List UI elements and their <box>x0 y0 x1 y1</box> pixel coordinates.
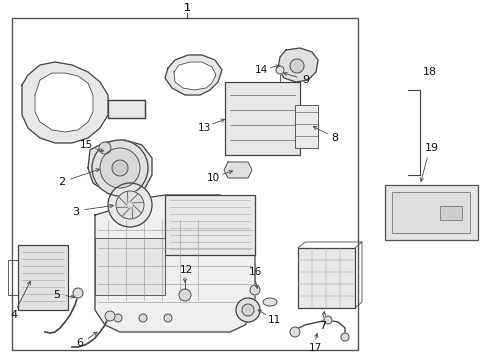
Text: 3: 3 <box>72 207 80 217</box>
Polygon shape <box>22 62 108 143</box>
Circle shape <box>324 316 331 324</box>
Text: 8: 8 <box>331 133 338 143</box>
Polygon shape <box>278 48 317 82</box>
Bar <box>164 195 254 255</box>
Bar <box>439 206 461 220</box>
Text: 6: 6 <box>76 338 83 348</box>
Text: 12: 12 <box>179 265 192 275</box>
Circle shape <box>73 288 83 298</box>
Text: 13: 13 <box>197 123 210 133</box>
Circle shape <box>275 66 284 74</box>
Circle shape <box>139 314 147 322</box>
Text: 2: 2 <box>59 177 65 187</box>
Text: 10: 10 <box>206 173 219 183</box>
Circle shape <box>236 298 260 322</box>
Polygon shape <box>35 73 93 132</box>
Ellipse shape <box>263 298 276 306</box>
Polygon shape <box>224 162 251 178</box>
Circle shape <box>100 148 140 188</box>
Bar <box>12 18 357 350</box>
Text: 1: 1 <box>183 3 190 13</box>
Bar <box>95 238 164 295</box>
Text: 4: 4 <box>10 310 18 320</box>
Circle shape <box>289 327 299 337</box>
Polygon shape <box>108 100 145 118</box>
Circle shape <box>99 142 111 154</box>
Circle shape <box>163 314 172 322</box>
Text: 7: 7 <box>319 321 326 331</box>
Bar <box>384 185 477 240</box>
Polygon shape <box>174 62 216 90</box>
Text: 17: 17 <box>308 343 321 353</box>
Circle shape <box>108 183 152 227</box>
Text: 1: 1 <box>183 3 190 13</box>
Text: 11: 11 <box>267 315 280 325</box>
Bar <box>18 245 68 310</box>
Bar <box>294 105 317 148</box>
Circle shape <box>114 314 122 322</box>
Text: 5: 5 <box>53 290 61 300</box>
Circle shape <box>92 140 148 196</box>
Polygon shape <box>95 195 254 332</box>
Circle shape <box>116 191 143 219</box>
Text: 19: 19 <box>424 143 438 153</box>
Bar <box>391 192 469 233</box>
Text: 15: 15 <box>79 140 92 150</box>
Circle shape <box>179 289 191 301</box>
Circle shape <box>289 59 304 73</box>
Polygon shape <box>164 55 222 95</box>
Circle shape <box>249 285 260 295</box>
Text: 14: 14 <box>254 65 267 75</box>
Text: 18: 18 <box>422 67 436 77</box>
Polygon shape <box>88 140 152 195</box>
Circle shape <box>105 311 115 321</box>
Bar <box>297 248 354 308</box>
Text: 9: 9 <box>302 75 309 85</box>
Circle shape <box>112 160 128 176</box>
Circle shape <box>340 333 348 341</box>
Bar <box>224 82 299 155</box>
Text: 16: 16 <box>248 267 261 277</box>
Circle shape <box>242 304 253 316</box>
